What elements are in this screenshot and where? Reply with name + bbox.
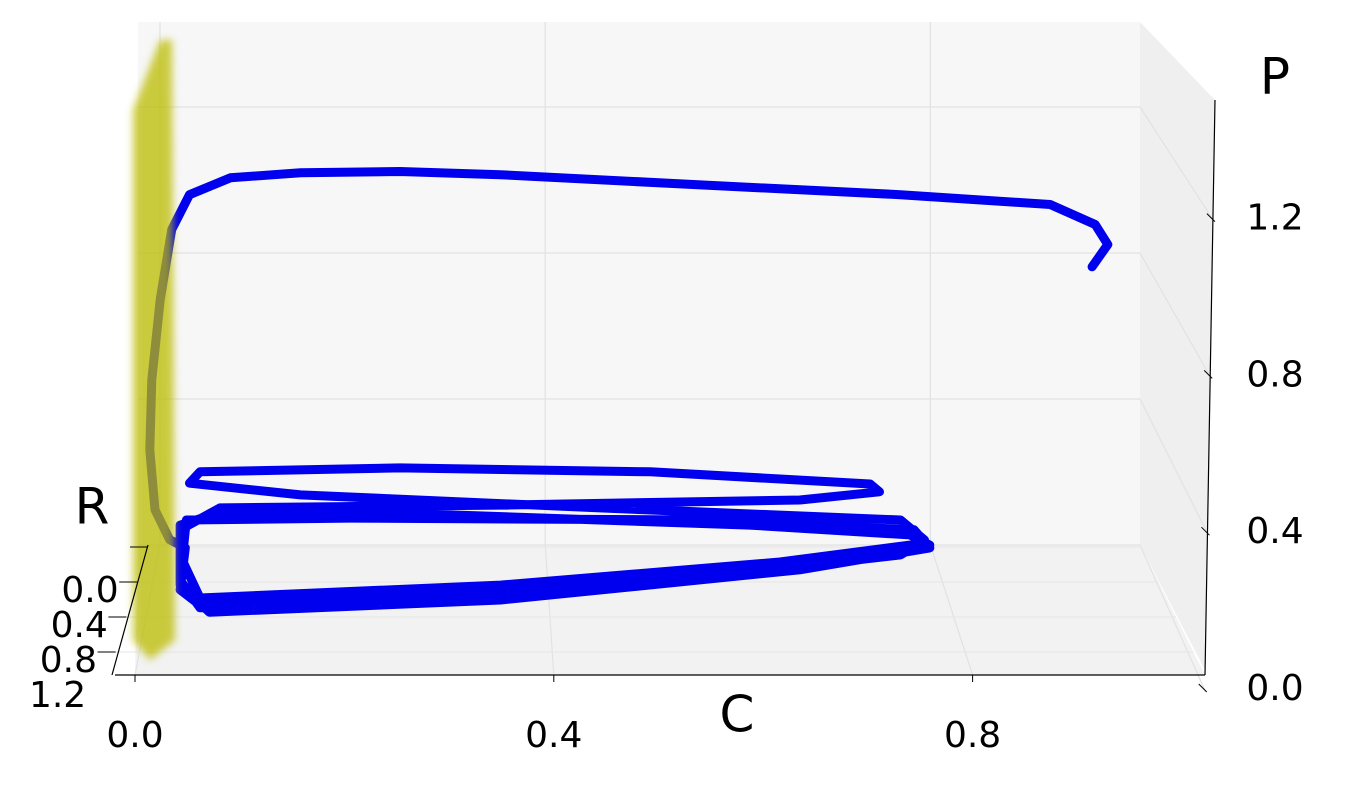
side-pane (1140, 22, 1215, 670)
grid-line (929, 544, 974, 676)
trajectory (145, 167, 1113, 617)
z-tick-label: 0.4 (1246, 511, 1303, 552)
back-pane (138, 22, 1140, 545)
axes (97, 99, 1216, 693)
x-tick-label: 0.4 (525, 715, 582, 756)
z-tick-mark (1198, 683, 1208, 693)
z-tick-label: 0.0 (1246, 668, 1303, 709)
marks (145, 167, 1113, 617)
y-axis-label: R (75, 478, 110, 536)
panes (135, 22, 1215, 675)
x-tick-label: 0.8 (944, 715, 1001, 756)
z-tick-mark (1206, 213, 1216, 222)
floor-pane (135, 545, 1205, 675)
grid-line (1139, 252, 1211, 377)
grid-line (1139, 106, 1214, 220)
z-tick-mark (1203, 370, 1213, 379)
z-axis-label: P (1260, 48, 1290, 106)
y-tick-label: 0.0 (61, 570, 118, 611)
y-tick-label: 0.4 (51, 605, 108, 646)
grid-line (544, 544, 555, 676)
nullcline-plane (133, 40, 175, 660)
z-tick-label: 0.8 (1246, 354, 1303, 395)
z-tick-mark (1201, 526, 1210, 536)
y-tick-label: 1.2 (29, 675, 86, 716)
x-tick-label: 0.0 (106, 715, 163, 756)
y-axis-line (111, 544, 149, 676)
z-axis-line (1204, 99, 1216, 676)
y-tick-label: 0.8 (40, 640, 97, 681)
x-axis-label: C (720, 686, 755, 744)
z-tick-label: 1.2 (1246, 198, 1303, 239)
grid-line (1139, 398, 1209, 534)
